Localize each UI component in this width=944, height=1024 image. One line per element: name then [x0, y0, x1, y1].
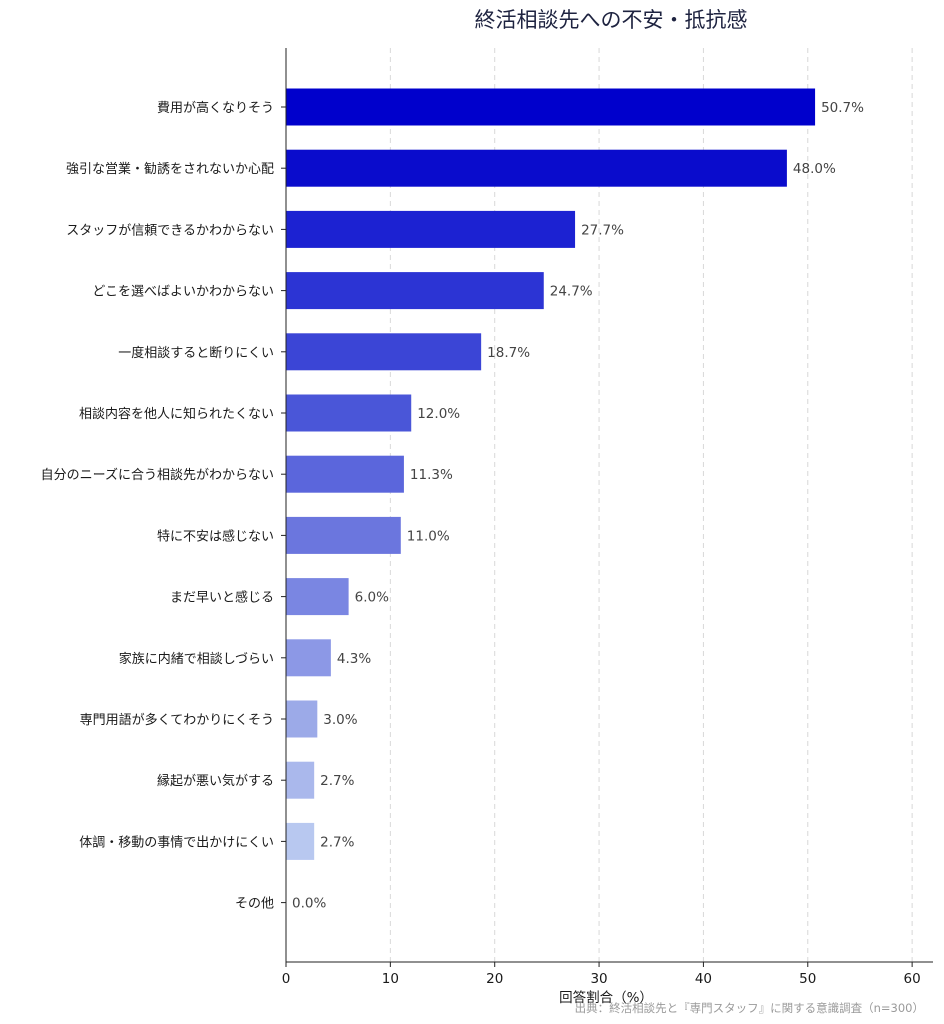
- x-tick-label: 60: [904, 971, 921, 987]
- value-label: 11.3%: [410, 467, 453, 483]
- category-label: まだ早いと感じる: [170, 590, 274, 606]
- category-label: 相談内容を他人に知られたくない: [79, 406, 274, 422]
- category-label: 特に不安は感じない: [157, 528, 274, 544]
- source-note: 出典：終活相談先と『専門スタッフ』に関する意識調査（n=300）: [575, 1001, 924, 1015]
- bar: [286, 822, 315, 860]
- value-label: 50.7%: [821, 100, 864, 116]
- value-labels: 50.7% 48.0% 27.7% 24.7% 18.7% 12.0% 11.3% 11.0%…: [292, 100, 864, 912]
- category-label: 専門用語が多くてわかりにくそう: [80, 712, 274, 728]
- value-label: 3.0%: [323, 712, 357, 728]
- value-label: 11.0%: [407, 528, 450, 544]
- bar: [286, 639, 331, 677]
- bar: [286, 700, 318, 738]
- value-label: 12.0%: [417, 406, 460, 422]
- category-label: どこを選べばよいかわからない: [92, 285, 274, 300]
- bar: [286, 210, 576, 248]
- bar: [286, 455, 404, 493]
- bar: [286, 272, 544, 310]
- chart-title: 終活相談先への不安・抵抗感: [475, 8, 748, 32]
- value-label: 4.3%: [337, 651, 371, 667]
- x-tick-label: 50: [799, 971, 816, 987]
- bar: [286, 333, 482, 371]
- value-label: 0.0%: [292, 896, 326, 912]
- x-axis-label: 回答割合（%）: [559, 989, 653, 1006]
- x-tick-label: 0: [282, 971, 291, 987]
- bar: [286, 394, 412, 432]
- value-label: 27.7%: [581, 222, 624, 238]
- bar: [286, 88, 816, 126]
- x-tick-label: 40: [695, 971, 712, 987]
- value-label: 2.7%: [320, 834, 354, 850]
- value-label: 6.0%: [355, 590, 389, 606]
- value-label: 2.7%: [320, 773, 354, 789]
- bar: [286, 516, 401, 554]
- category-label: 一度相談すると断りにくい: [118, 345, 274, 361]
- category-label: 縁起が悪い気がする: [157, 773, 274, 789]
- category-label: 体調・移動の事情で出かけにくい: [79, 835, 274, 850]
- category-label: スタッフが信頼できるかわからない: [66, 223, 274, 238]
- x-ticks: 0 10 20 30 40 50 60: [282, 962, 921, 987]
- value-label: 24.7%: [550, 284, 593, 300]
- bar: [286, 578, 349, 616]
- value-label: 48.0%: [793, 161, 836, 177]
- bars: [286, 88, 816, 860]
- category-label: 家族に内緒で相談しづらい: [119, 651, 274, 667]
- category-label: 自分のニーズに合う相談先がわからない: [41, 467, 274, 483]
- category-label: 強引な営業・勧誘をされないか心配: [66, 161, 274, 177]
- category-labels: 費用が高くなりそう強引な営業・勧誘をされないか心配スタッフが信頼できるかわからな…: [41, 100, 286, 912]
- category-label: 費用が高くなりそう: [157, 100, 274, 116]
- bar: [286, 761, 315, 799]
- bar: [286, 149, 787, 187]
- x-tick-label: 10: [382, 971, 399, 987]
- value-label: 18.7%: [487, 345, 530, 361]
- x-tick-label: 20: [486, 971, 503, 987]
- category-label: その他: [235, 897, 274, 912]
- x-tick-label: 30: [590, 971, 607, 987]
